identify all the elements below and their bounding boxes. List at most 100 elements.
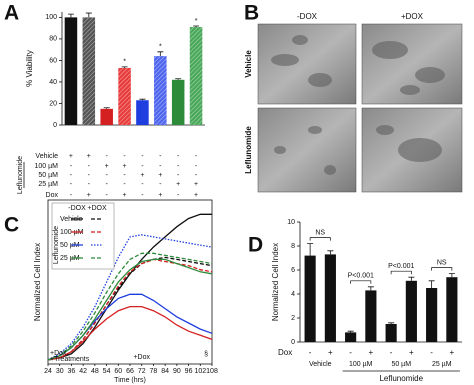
table-row-label: 50 µM <box>38 172 58 179</box>
bar <box>385 324 397 342</box>
panel-label: C <box>4 214 19 237</box>
table-cell: - <box>141 153 144 160</box>
x-tick-label: 60 <box>114 368 122 375</box>
x-tick-label: 90 <box>173 368 181 375</box>
y-tick-label: 6 <box>291 267 295 274</box>
table-cell: - <box>159 181 162 188</box>
table-group-label: Leflunomide <box>17 156 24 194</box>
annotation: +Treatments <box>50 356 90 363</box>
bar <box>345 332 357 342</box>
table-cell: - <box>70 181 73 188</box>
error-bar <box>175 78 182 80</box>
x-tick-label: 96 <box>185 368 193 375</box>
dox-label: Dox <box>278 348 292 357</box>
table-cell: + <box>87 153 91 160</box>
table-row-label: 25 µM <box>38 181 58 188</box>
group-label: 50 µM <box>391 361 411 368</box>
group-label: Vehicle <box>309 361 332 368</box>
table-row-label: Vehicle <box>35 153 58 160</box>
panel-label: A <box>4 2 19 25</box>
x-tick-label: 30 <box>56 368 64 375</box>
x-axis-label: Time (hrs) <box>114 377 146 384</box>
table-cell: - <box>159 163 162 170</box>
table-cell: + <box>87 192 91 199</box>
bar-hatch <box>154 56 167 125</box>
x-tick-label: 48 <box>91 368 99 375</box>
error-bar <box>307 243 314 256</box>
table-cell: - <box>177 153 180 160</box>
table-cell: + <box>194 192 198 199</box>
table-cell: - <box>141 192 144 199</box>
legend-group-label: Leflunomide <box>53 226 60 264</box>
table-cell: - <box>106 172 109 179</box>
series-line <box>47 258 213 361</box>
table-cell: + <box>140 172 144 179</box>
dox-sign: - <box>309 348 312 357</box>
error-bar <box>67 13 74 18</box>
table-cell: + <box>123 192 127 199</box>
table-cell: - <box>177 192 180 199</box>
dox-sign: - <box>430 348 433 357</box>
table-cell: - <box>141 181 144 188</box>
error-bar <box>103 107 110 109</box>
table-cell: - <box>106 192 109 199</box>
comparison-bracket <box>431 267 453 271</box>
error-bar <box>428 280 435 288</box>
table-cell: + <box>194 181 198 188</box>
comparison-label: NS <box>437 259 447 266</box>
bar-hatch <box>82 17 96 126</box>
bar <box>100 108 113 125</box>
dox-sign: + <box>450 348 455 357</box>
legend-header: -DOX <box>68 205 86 212</box>
table-cell: + <box>158 192 162 199</box>
y-axis-label: Normalized Cell Index <box>33 243 42 321</box>
x-tick-label: 72 <box>138 368 146 375</box>
table-cell: - <box>106 181 109 188</box>
series-line <box>47 252 213 361</box>
panel-label: D <box>248 234 263 257</box>
bar <box>64 17 78 126</box>
table-cell: - <box>88 163 91 170</box>
x-tick-label: 24 <box>44 368 52 375</box>
x-tick-label: 78 <box>150 368 158 375</box>
significance-marker: * <box>123 59 126 66</box>
error-bar <box>157 51 164 57</box>
series-line <box>47 234 213 361</box>
comparison-bracket <box>309 237 331 241</box>
comparison-label: P<0.001 <box>348 273 374 280</box>
column-label: +DOX <box>401 12 424 21</box>
error-bar <box>121 66 128 68</box>
micrograph <box>257 23 357 105</box>
table-cell: - <box>88 181 91 188</box>
table-cell: - <box>141 163 144 170</box>
x-tick-label: 84 <box>161 368 169 375</box>
table-cell: - <box>123 172 126 179</box>
bar-hatch <box>189 27 203 125</box>
error-bar <box>139 98 146 101</box>
error-bar <box>448 273 455 278</box>
table-cell: - <box>195 172 198 179</box>
bar <box>365 290 377 342</box>
row-label: Vehicle <box>244 50 253 78</box>
table-cell: + <box>105 163 109 170</box>
error-bar <box>367 286 374 291</box>
group-label: 25 µM <box>432 361 452 368</box>
group-label: 100 µM <box>349 361 373 368</box>
y-tick-label: 8 <box>291 243 295 250</box>
table-cell: - <box>106 153 109 160</box>
table-cell: - <box>177 172 180 179</box>
x-tick-label: 42 <box>79 368 87 375</box>
bar <box>446 277 458 342</box>
significance-marker: * <box>159 44 162 51</box>
table-cell: - <box>195 153 198 160</box>
significance-marker: * <box>195 18 198 25</box>
error-bar <box>388 322 395 324</box>
error-bar <box>327 250 334 255</box>
table-cell: + <box>123 163 127 170</box>
table-cell: - <box>177 163 180 170</box>
table-cell: - <box>70 172 73 179</box>
y-tick-label: 100 <box>45 14 57 21</box>
table-cell: + <box>158 172 162 179</box>
y-tick-label: 10 <box>287 219 295 226</box>
